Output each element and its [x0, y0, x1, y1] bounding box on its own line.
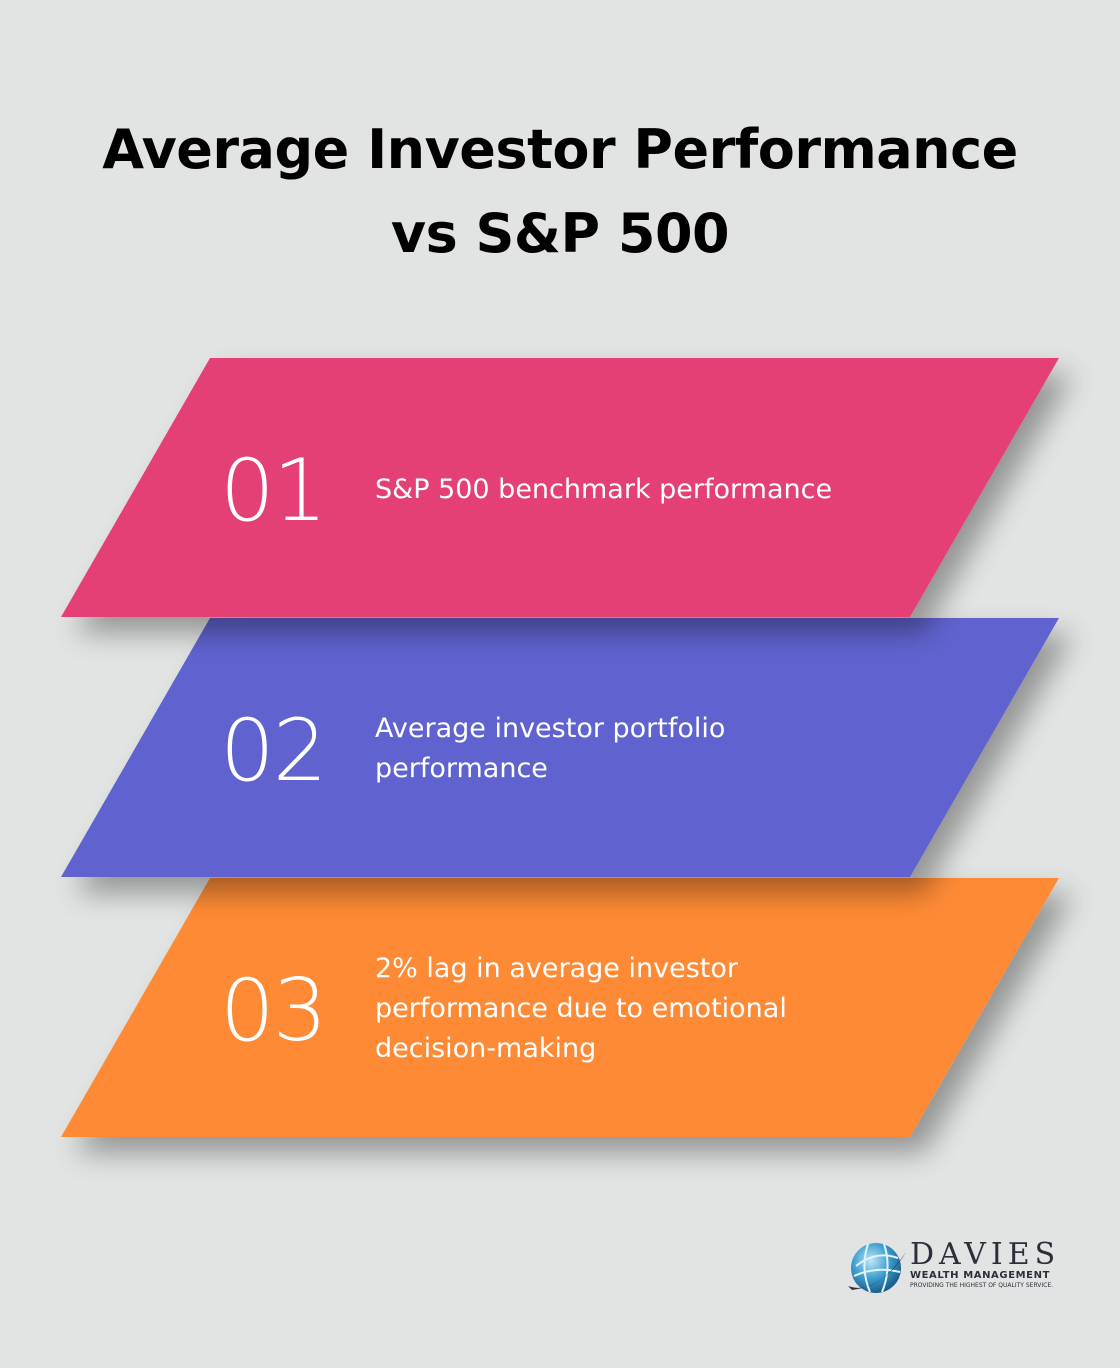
page-title-line-2: vs S&P 500	[390, 202, 730, 265]
step-banner-1	[61, 358, 1059, 617]
step-number-3: 03	[220, 961, 327, 1061]
page-title: Average Investor Performance vs S&P 500	[0, 108, 1120, 276]
logo-tagline: PROVIDING THE HIGHEST OF QUALITY SERVICE…	[910, 1282, 1054, 1289]
logo-subtitle: WEALTH MANAGEMENT	[910, 1270, 1050, 1281]
step-banner-2	[61, 618, 1059, 877]
company-logo: DAVIES WEALTH MANAGEMENT PROVIDING THE H…	[846, 1236, 1066, 1302]
page-title-line-1: Average Investor Performance	[102, 118, 1018, 181]
globe-swoosh-icon	[848, 1243, 906, 1293]
step-banner-3	[61, 878, 1059, 1137]
step-text-1: S&P 500 benchmark performance	[375, 474, 833, 505]
step-number-2: 02	[220, 701, 327, 801]
step-number-1: 01	[220, 441, 327, 541]
step-text-3: 2% lag in average investor performance d…	[375, 953, 787, 1064]
logo-name: DAVIES	[910, 1237, 1061, 1272]
step-text-2: Average investor portfolio performance	[375, 713, 726, 784]
